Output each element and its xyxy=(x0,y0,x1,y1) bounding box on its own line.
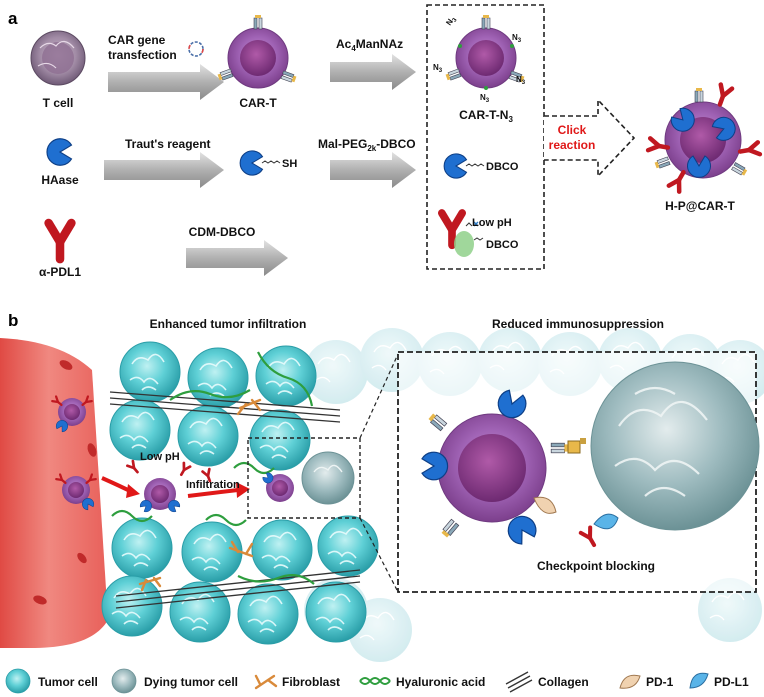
red-blood-cell xyxy=(33,595,47,605)
zoom-guide-line-top xyxy=(359,353,399,439)
car-t-label: CAR-T xyxy=(239,96,277,110)
legend-collagen-icon xyxy=(505,671,533,693)
released-antibody xyxy=(176,461,192,478)
car-t-low-ph-cell xyxy=(138,478,182,514)
collagen-fibers xyxy=(109,391,361,609)
panel-a-letter: a xyxy=(8,9,18,28)
checkpoint-blocking-label: Checkpoint blocking xyxy=(537,559,655,573)
reaction-label: reaction xyxy=(549,138,596,152)
n3-label-2: N3 xyxy=(512,33,522,44)
arrow-trauts xyxy=(104,152,224,188)
sh-label: SH xyxy=(282,158,297,170)
car-t-cell-icon xyxy=(216,14,298,89)
car-gene-label: CAR gene xyxy=(108,33,166,47)
infiltration-arrow-2-head xyxy=(236,482,250,498)
n3-label-3: N3 xyxy=(433,63,443,74)
car-tumor-binding xyxy=(567,438,586,454)
h-p-car-t-large xyxy=(421,387,569,548)
mal-peg-dbco-label: Mal-PEG2k-DBCO xyxy=(318,137,416,153)
alpha-pdl1-label: α-PDL1 xyxy=(39,265,81,279)
infiltration-label: Infiltration xyxy=(186,479,240,491)
reduced-immunosuppression-title: Reduced immunosuppression xyxy=(492,317,664,331)
infiltration-arrow-1-head xyxy=(126,484,140,498)
n3-label-4: N3 xyxy=(516,75,526,86)
panel-b-letter: b xyxy=(8,311,18,330)
arrow-ac4mannaz xyxy=(330,54,416,90)
legend-pd1: PD-1 xyxy=(646,675,674,689)
zoom-source-dashed-box xyxy=(247,437,361,519)
n3-label-1: N3 xyxy=(444,14,459,28)
car-t-small-in-box xyxy=(261,470,294,502)
haase-label: HAase xyxy=(41,173,79,187)
dbco-label: DBCO xyxy=(486,161,519,173)
low-ph-label-a: Low pH xyxy=(472,217,512,229)
enhanced-infiltration-title: Enhanced tumor infiltration xyxy=(150,317,307,331)
plasmid-icon xyxy=(188,41,204,57)
hyaluronic-acid-strands xyxy=(111,351,315,585)
legend-dying-tumor-cell-icon xyxy=(111,668,137,694)
trauts-reagent-label: Traut's reagent xyxy=(125,137,211,151)
haase-icon xyxy=(46,138,73,166)
red-blood-cell xyxy=(77,552,87,564)
legend-collagen: Collagen xyxy=(538,675,589,689)
arrow-mal-peg xyxy=(330,152,416,188)
haase-dbco-icon xyxy=(443,153,485,179)
red-blood-cell xyxy=(59,360,73,370)
ac4mannaz-label: Ac4ManNAz xyxy=(336,37,403,53)
low-ph-label-b: Low pH xyxy=(140,451,180,463)
legend-dying-tumor-cell: Dying tumor cell xyxy=(144,675,238,689)
legend-pdl1-icon xyxy=(689,672,709,689)
h-p-car-t-label: H-P@CAR-T xyxy=(665,199,735,213)
legend-fibroblast: Fibroblast xyxy=(282,675,340,689)
red-blood-cell xyxy=(87,443,97,457)
n3-label-5: N3 xyxy=(480,93,490,104)
legend-pdl1: PD-L1 xyxy=(714,675,749,689)
infiltration-arrow-2 xyxy=(187,488,239,498)
legend: Tumor cell Dying tumor cell Fibroblast H… xyxy=(5,668,749,694)
click-reaction-arrow xyxy=(544,97,636,179)
legend-tumor-cell-icon xyxy=(5,668,31,694)
antibody-cdm-dbco-icon xyxy=(442,213,484,257)
dying-tumor-cell-large xyxy=(590,361,760,531)
cdm-dbco-label: CDM-DBCO xyxy=(189,225,256,239)
legend-hyaluronic-acid-icon xyxy=(359,677,391,685)
car-t-n3-cell-icon xyxy=(444,14,526,90)
legend-pd1-icon xyxy=(619,674,641,689)
t-cell-label: T cell xyxy=(43,96,74,110)
pd-1-receptor xyxy=(533,496,557,514)
h-p-car-t-in-vessel-1 xyxy=(51,395,93,434)
car-t-n3-label: CAR-T-N3 xyxy=(459,108,513,124)
arrow-gene-transfection xyxy=(108,64,224,100)
dying-tumor-cell-small xyxy=(301,451,355,505)
released-antibody xyxy=(126,459,142,476)
legend-fibroblast-icon xyxy=(254,674,278,690)
blood-vessel xyxy=(0,338,108,648)
transfection-label: transfection xyxy=(108,48,177,62)
arrow-cdm-dbco xyxy=(186,240,288,276)
haase-sh-icon xyxy=(239,150,281,176)
pd-l1-ligand xyxy=(593,513,619,530)
h-p-car-t-in-vessel-2 xyxy=(55,473,97,512)
dbco-label-2: DBCO xyxy=(486,239,519,251)
alpha-pdl1-icon xyxy=(49,223,72,259)
h-p-car-t-cell-icon xyxy=(648,85,760,192)
t-cell-icon xyxy=(30,30,86,86)
fibroblasts xyxy=(138,398,262,592)
legend-tumor-cell: Tumor cell xyxy=(38,675,98,689)
legend-hyaluronic-acid: Hyaluronic acid xyxy=(396,675,485,689)
click-label: Click xyxy=(558,123,587,137)
